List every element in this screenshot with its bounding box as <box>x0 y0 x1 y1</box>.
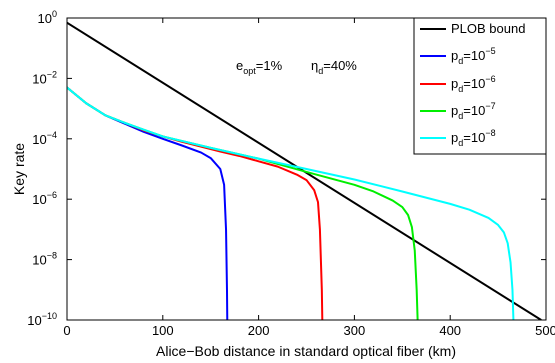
x-tick-label: 500 <box>535 323 555 338</box>
y-tick-label: 100 <box>38 9 57 26</box>
legend-label-3: pd=10−7 <box>451 101 496 121</box>
x-tick-label: 100 <box>152 323 174 338</box>
series-layer <box>67 21 542 320</box>
legend-label-2: pd=10−6 <box>451 74 496 94</box>
y-tick-label: 10−6 <box>32 190 57 207</box>
x-tick-label: 200 <box>248 323 270 338</box>
svg-text:ηd=40%: ηd=40% <box>311 58 357 76</box>
y-tick-label: 10−4 <box>32 130 57 147</box>
y-axis-label: Key rate <box>11 143 27 195</box>
y-tick-label: 10−10 <box>27 311 57 328</box>
plot-frame <box>66 17 547 321</box>
legend-label-1: pd=10−5 <box>451 46 496 66</box>
y-tick-label: 10−2 <box>32 69 57 86</box>
svg-text:eopt=1%: eopt=1% <box>236 58 283 76</box>
annotation-e-opt: eopt=1% <box>236 58 283 76</box>
x-tick-label: 300 <box>344 323 366 338</box>
y-tick-label: 10−8 <box>32 251 57 268</box>
legend-box <box>413 17 547 155</box>
series-line-4 <box>67 86 515 320</box>
x-axis-label: Alice−Bob distance in standard optical f… <box>156 343 456 359</box>
x-tick-label: 400 <box>439 323 461 338</box>
x-tick-label: 0 <box>63 323 70 338</box>
legend-label-0: PLOB bound <box>451 21 525 36</box>
annotation-eta-d: ηd=40% <box>311 58 357 76</box>
legend-label-4: pd=10−8 <box>451 128 496 148</box>
legend: PLOB bound pd=10−5 pd=10−6 pd=10−7 pd=10−8 <box>413 17 547 155</box>
